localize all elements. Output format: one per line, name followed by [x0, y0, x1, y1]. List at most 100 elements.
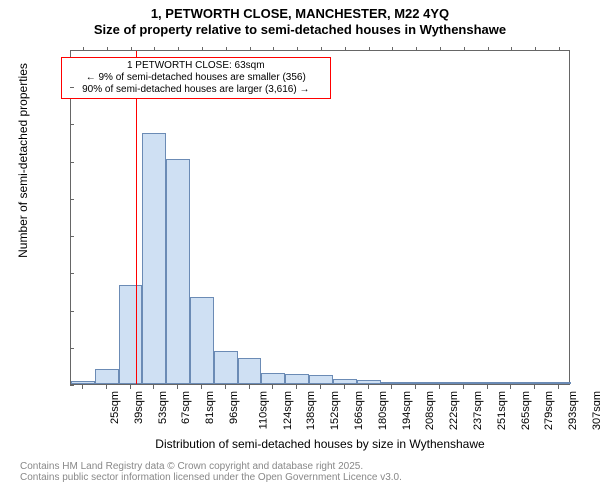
xtick-label: 293sqm	[567, 391, 579, 430]
xtick-label: 39sqm	[133, 391, 145, 424]
histogram-bar	[238, 358, 262, 384]
x-axis-label: Distribution of semi-detached houses by …	[70, 437, 570, 451]
xtick-mark	[463, 385, 464, 389]
xtick-label: 237sqm	[472, 391, 484, 430]
histogram-bar	[285, 374, 309, 384]
xtick-label: 208sqm	[425, 391, 437, 430]
xtick-mark	[153, 385, 154, 389]
title-line2: Size of property relative to semi-detach…	[0, 22, 600, 38]
ytick-mark	[70, 124, 74, 125]
chart-container: 1, PETWORTH CLOSE, MANCHESTER, M22 4YQ S…	[0, 0, 600, 500]
histogram-bar	[404, 382, 428, 384]
histogram-bar	[428, 382, 452, 384]
xtick-label: 81sqm	[204, 391, 216, 424]
xtick-mark-top	[297, 47, 298, 51]
histogram-bar	[476, 382, 500, 384]
histogram-bar	[166, 159, 190, 384]
ytick-mark	[70, 385, 74, 386]
xtick-label: 96sqm	[228, 391, 240, 424]
histogram-bar	[142, 133, 166, 384]
plot-area: 1 PETWORTH CLOSE: 63sqm ← 9% of semi-det…	[70, 50, 570, 385]
y-axis-label: Number of semi-detached properties	[16, 0, 30, 328]
xtick-label: 67sqm	[180, 391, 192, 424]
xtick-mark	[106, 385, 107, 389]
xtick-mark	[415, 385, 416, 389]
xtick-mark-top	[107, 47, 108, 51]
xtick-mark-top	[83, 47, 84, 51]
callout-box: 1 PETWORTH CLOSE: 63sqm ← 9% of semi-det…	[61, 57, 331, 99]
histogram-bar	[547, 382, 571, 384]
xtick-mark-top	[392, 47, 393, 51]
xtick-mark	[177, 385, 178, 389]
xtick-mark-top	[416, 47, 417, 51]
histogram-bar	[381, 382, 405, 384]
xtick-mark	[249, 385, 250, 389]
xtick-label: 222sqm	[448, 391, 460, 430]
xtick-mark-top	[488, 47, 489, 51]
xtick-label: 138sqm	[306, 391, 318, 430]
xtick-mark-top	[273, 47, 274, 51]
callout-line2: ← 9% of semi-detached houses are smaller…	[66, 72, 326, 84]
ytick-mark	[70, 236, 74, 237]
histogram-bar	[95, 369, 119, 384]
footer: Contains HM Land Registry data © Crown c…	[0, 461, 600, 483]
xtick-mark-top	[250, 47, 251, 51]
xtick-label: 25sqm	[109, 391, 121, 424]
marker-line	[136, 51, 137, 384]
xtick-label: 110sqm	[257, 391, 269, 429]
xtick-mark	[510, 385, 511, 389]
ytick-mark	[70, 273, 74, 274]
footer-line1: Contains HM Land Registry data © Crown c…	[20, 461, 600, 472]
xtick-label: 279sqm	[544, 391, 556, 430]
xtick-label: 251sqm	[496, 391, 508, 430]
xtick-mark	[201, 385, 202, 389]
ytick-mark	[70, 199, 74, 200]
xtick-mark-top	[440, 47, 441, 51]
xtick-mark-top	[154, 47, 155, 51]
histogram-bar	[190, 297, 214, 384]
xtick-mark-top	[345, 47, 346, 51]
xtick-mark-top	[202, 47, 203, 51]
ytick-mark	[70, 87, 74, 88]
ytick-mark	[70, 50, 74, 51]
xtick-label: 307sqm	[591, 391, 600, 430]
histogram-bar	[71, 381, 95, 384]
xtick-mark	[320, 385, 321, 389]
ytick-mark	[70, 311, 74, 312]
xtick-mark-top	[464, 47, 465, 51]
xtick-mark	[439, 385, 440, 389]
xtick-label: 124sqm	[282, 391, 294, 430]
xtick-label: 194sqm	[401, 391, 413, 430]
xtick-mark-top	[178, 47, 179, 51]
xtick-mark	[391, 385, 392, 389]
xtick-mark-top	[131, 47, 132, 51]
xtick-mark	[368, 385, 369, 389]
xtick-label: 265sqm	[520, 391, 532, 430]
histogram-bar	[119, 285, 143, 384]
histogram-bar	[214, 351, 238, 385]
xtick-label: 180sqm	[377, 391, 389, 430]
ytick-mark	[70, 162, 74, 163]
xtick-mark	[344, 385, 345, 389]
xtick-mark-top	[511, 47, 512, 51]
xtick-label: 166sqm	[353, 391, 365, 430]
xtick-mark	[487, 385, 488, 389]
xtick-mark	[534, 385, 535, 389]
histogram-bar	[523, 382, 547, 384]
xtick-mark-top	[369, 47, 370, 51]
xtick-mark	[130, 385, 131, 389]
histogram-bar	[500, 382, 524, 384]
histogram-bar	[452, 382, 476, 384]
callout-line1: 1 PETWORTH CLOSE: 63sqm	[66, 60, 326, 72]
histogram-bar	[333, 379, 357, 384]
xtick-mark-top	[321, 47, 322, 51]
histogram-bar	[261, 373, 285, 384]
chart-title-block: 1, PETWORTH CLOSE, MANCHESTER, M22 4YQ S…	[0, 0, 600, 39]
xtick-label: 152sqm	[329, 391, 341, 430]
xtick-mark	[82, 385, 83, 389]
xtick-mark-top	[559, 47, 560, 51]
footer-line2: Contains public sector information licen…	[20, 472, 600, 483]
xtick-mark-top	[535, 47, 536, 51]
xtick-mark	[225, 385, 226, 389]
histogram-bar	[357, 380, 381, 384]
